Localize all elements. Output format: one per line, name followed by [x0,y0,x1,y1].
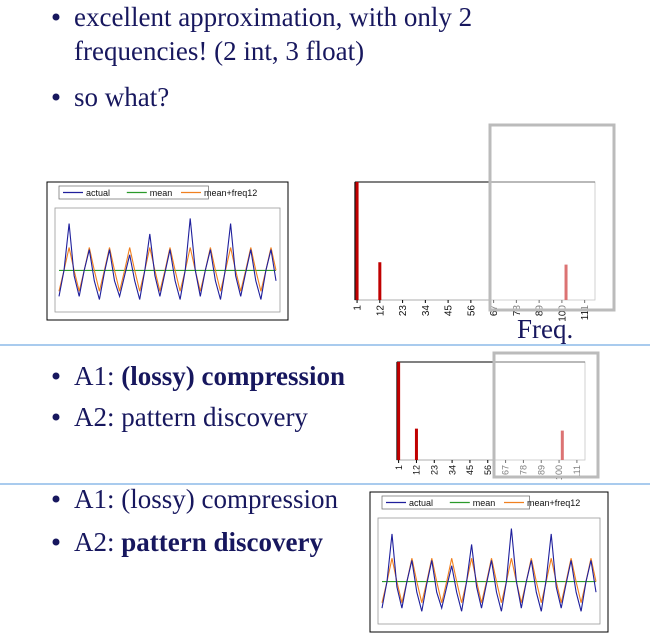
x-tick-label: 34 [421,305,432,317]
x-tick-label: 23 [429,465,439,475]
x-tick-label: 12 [375,305,386,317]
x-tick-label: 100 [557,305,568,322]
bullet [52,13,60,21]
chart-frame [369,491,609,633]
bar [564,264,568,300]
legend-label: mean [473,498,496,508]
bar [397,362,401,460]
bullet-text: A2: pattern discovery [74,402,308,432]
highlight-box [492,351,600,479]
text-part: (lossy) compression [121,361,345,391]
text-part: A2: [74,527,121,557]
x-tick-label: 89 [536,465,546,475]
highlight-box [488,123,616,312]
bullet [52,495,60,503]
x-tick-label: 45 [444,305,455,317]
x-tick-label: 1 [394,465,404,470]
bullet [52,93,60,101]
series-line [381,528,597,612]
series-line [58,218,277,300]
text-part: A1: [74,361,121,391]
bar [414,428,418,460]
axis-caption: Freq. [517,314,573,344]
text-part: frequencies! (2 int, 3 float) [74,36,364,66]
x-tick-label: 12 [412,465,422,475]
x-tick-label: 67 [501,465,511,475]
x-tick-label: 34 [447,465,457,475]
x-tick-label: 111 [572,465,582,479]
text-part: so what? [74,82,169,112]
legend-label: actual [409,498,433,508]
bar [355,182,359,300]
x-tick-label: 56 [466,305,477,317]
bullet-text: A1: (lossy) compression [74,484,338,514]
legend-label: mean [150,188,173,198]
bar [560,430,564,460]
x-tick-label: 45 [465,465,475,475]
bar [378,262,382,300]
bullet-text: frequencies! (2 int, 3 float) [74,36,364,66]
x-tick-label: 1 [353,305,364,311]
bullet-text: so what? [74,82,169,112]
legend-label: actual [86,188,110,198]
legend-label: mean+freq12 [527,498,580,508]
text-part: excellent approximation, with only 2 [74,2,472,32]
text-part: A2: pattern discovery [74,402,308,432]
x-tick-label: 111 [580,305,591,321]
legend-label: mean+freq12 [204,188,257,198]
text-part: A1: (lossy) compression [74,484,338,514]
text-part: pattern discovery [121,527,323,557]
bullet-text: A2: pattern discovery [74,527,323,557]
bullet-text: A1: (lossy) compression [74,361,345,391]
x-tick-label: 56 [483,465,493,475]
plot-area [54,207,281,313]
chart-frame [46,181,289,321]
x-tick-label: 23 [398,305,409,317]
plot-area [354,181,596,301]
plot-area [377,517,601,625]
bullet [52,538,60,546]
bullet [52,372,60,380]
x-tick-label: 100 [554,465,564,480]
x-tick-label: 78 [519,465,529,475]
plot-area [396,361,586,461]
bullet [52,413,60,421]
bullet-text: excellent approximation, with only 2 [74,2,472,32]
